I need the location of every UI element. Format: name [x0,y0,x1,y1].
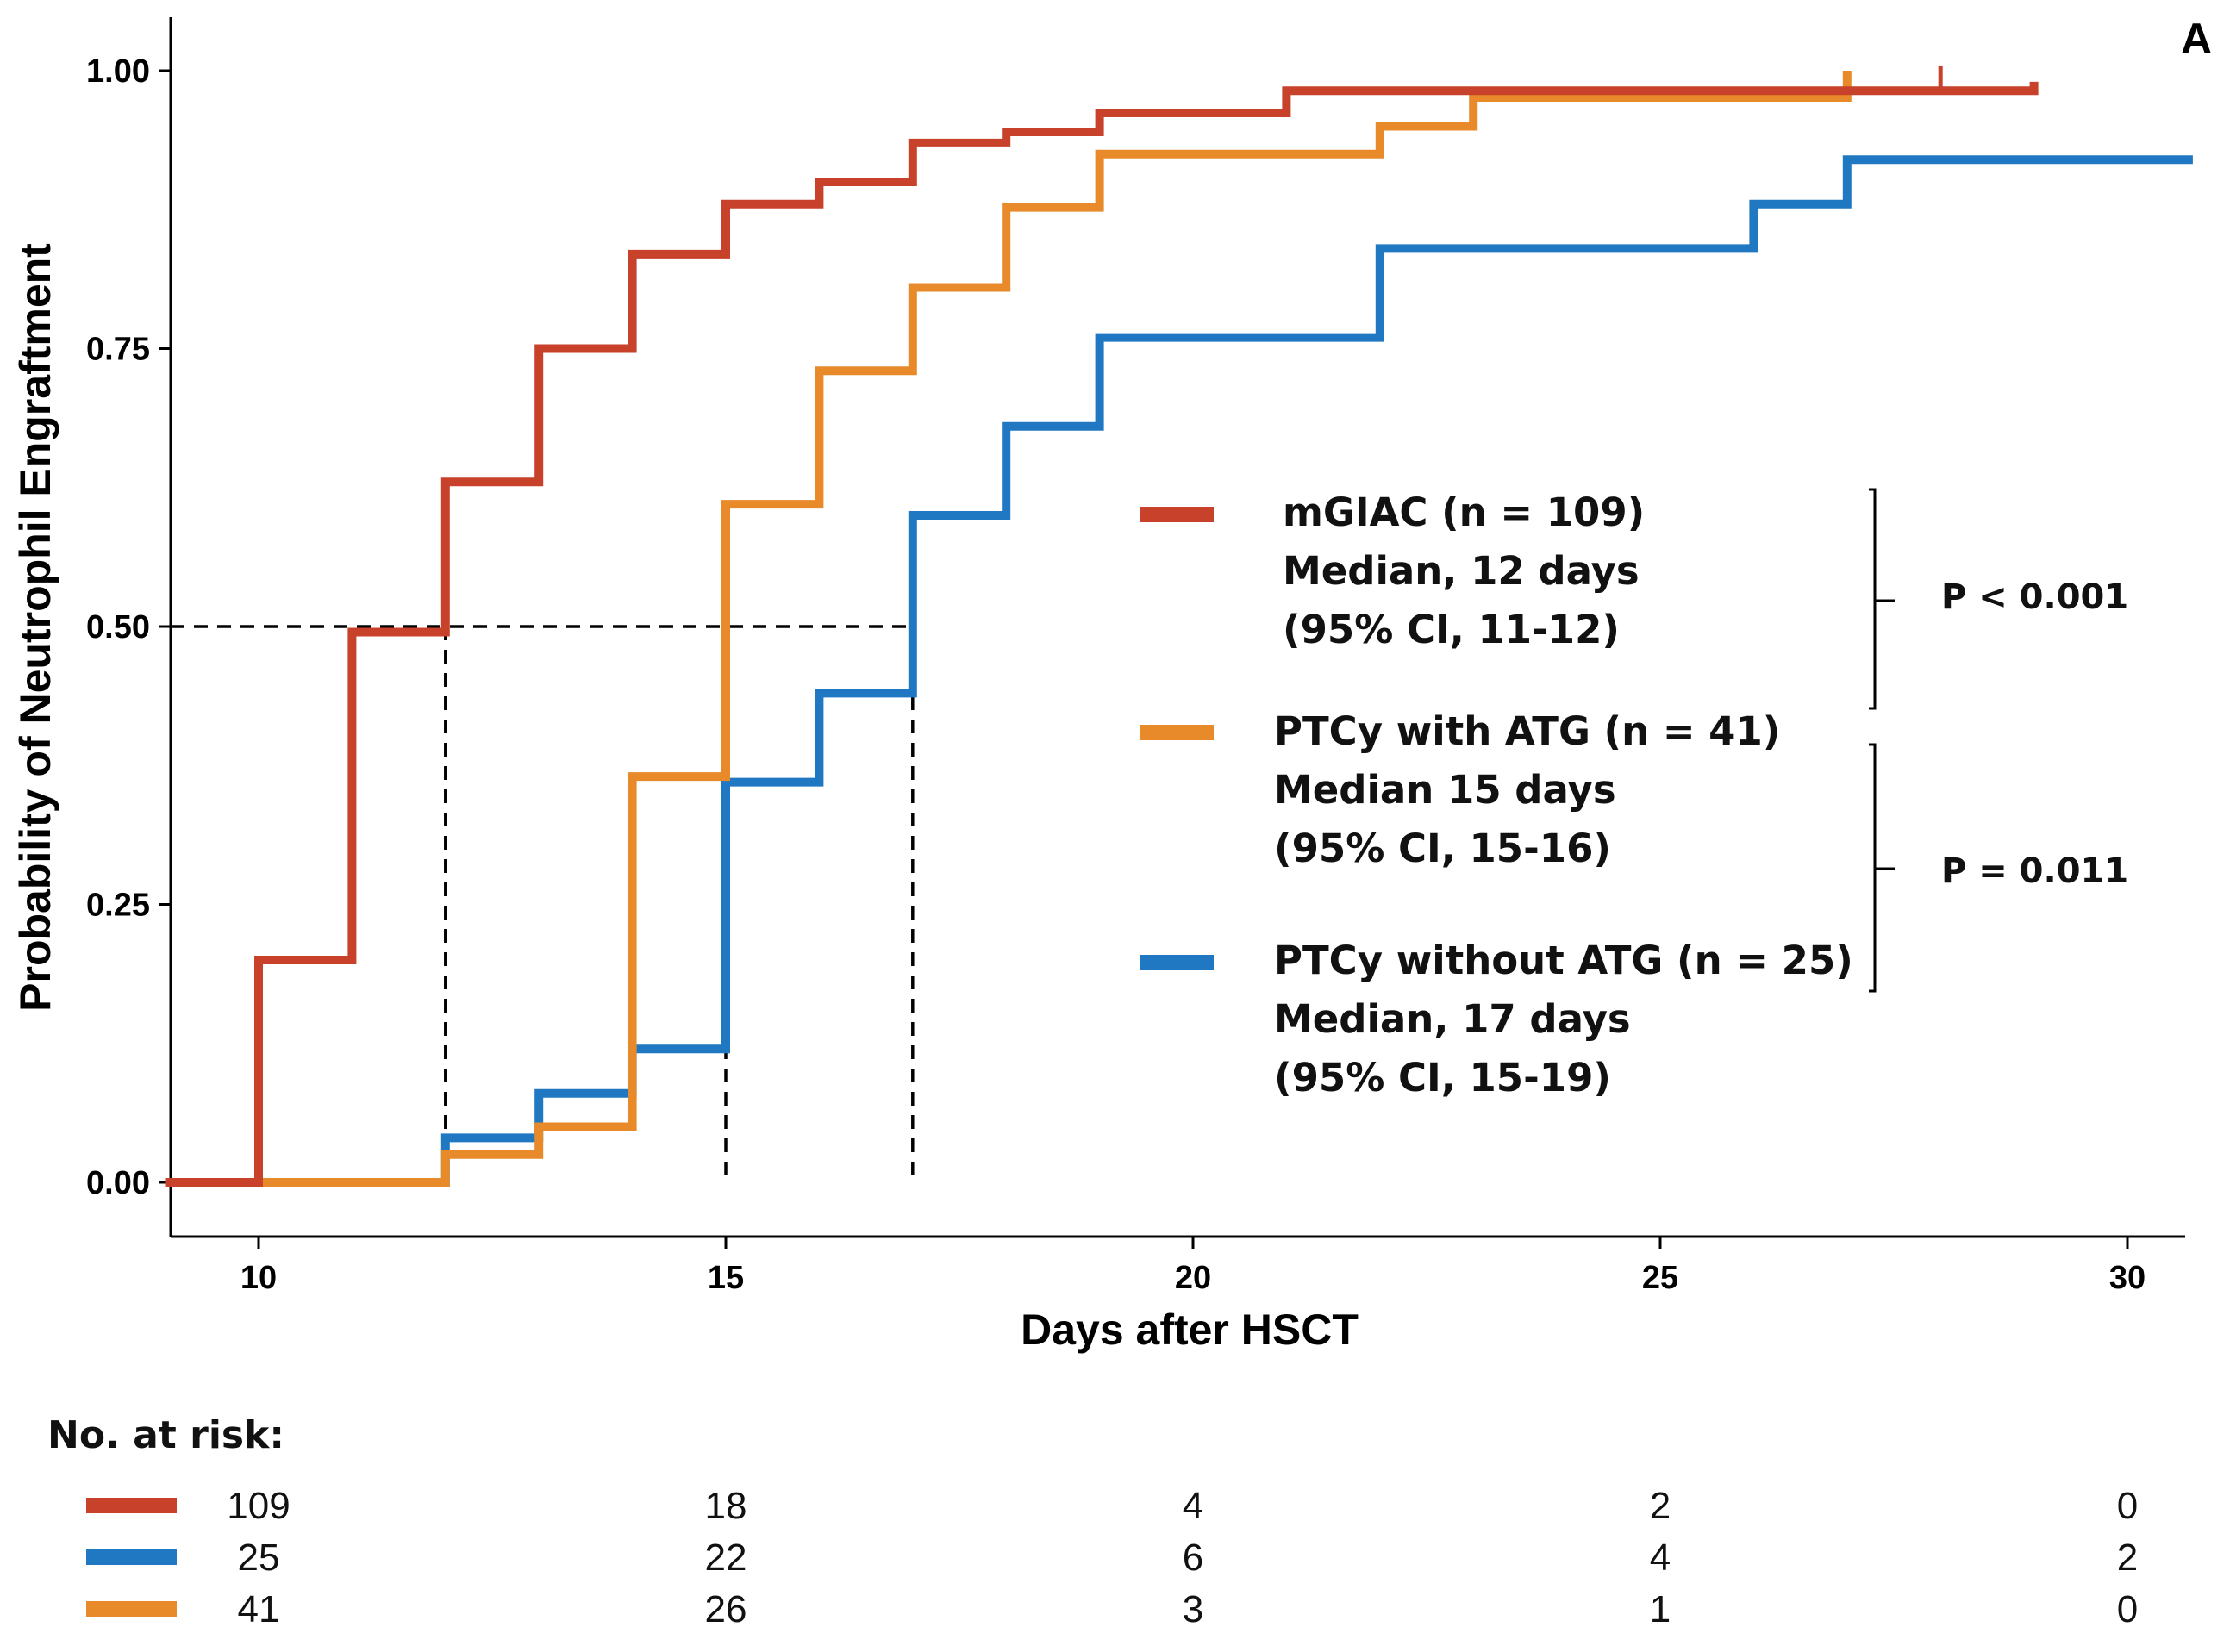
y-tick-label: 0.00 [86,1165,150,1201]
legend-text-mgiac: Median, 12 days [1283,548,1640,594]
axes [169,17,2185,1238]
legend-text-ptcy_atg: (95% CI, 15-16) [1274,826,1611,871]
x-tick-label: 20 [1175,1260,1211,1296]
panel-label: A [2181,15,2212,63]
risk-value: 25 [238,1537,280,1579]
p-value-1: P < 0.001 [1941,577,2128,617]
legend-text-mgiac: (95% CI, 11-12) [1283,607,1620,652]
risk-value: 2 [2117,1537,2138,1579]
risk-value: 41 [238,1588,280,1630]
x-axis-title: Days after HSCT [1021,1306,1359,1354]
risk-value: 1 [1650,1588,1671,1630]
y-tick-label: 0.25 [86,888,150,924]
risk-value: 6 [1183,1537,1203,1579]
risk-value: 2 [1650,1485,1671,1527]
curve-ptcy_atg [165,71,1852,1187]
y-axis-ticks: 0.00 0.25 0.50 0.75 1.00 [86,53,171,1201]
x-axis-ticks: 10 15 20 25 30 [240,1237,2146,1296]
y-tick-label: 1.00 [86,53,150,90]
curve-ptcy_no_atg [165,155,2193,1187]
risk-table-title: No. at risk: [47,1413,284,1457]
legend-text-ptcy_atg: PTCy with ATG (n = 41) [1274,708,1780,754]
curve-mgiac [165,81,2039,1187]
x-tick-label: 10 [240,1260,277,1296]
x-tick-label: 25 [1642,1260,1678,1296]
risk-value: 22 [705,1537,747,1579]
legend-text-ptcy_no_atg: Median, 17 days [1274,996,1631,1042]
survival-curves [165,65,2193,1187]
legend-text-ptcy_no_atg: PTCy without ATG (n = 25) [1274,938,1853,983]
risk-value: 109 [227,1485,290,1527]
bracket-2 [1869,743,1877,993]
risk-value: 26 [705,1588,747,1630]
bracket-1 [1869,488,1877,710]
p-value-brackets: P < 0.001 P = 0.011 [1869,488,2128,993]
y-tick-label: 0.75 [86,332,150,368]
risk-value: 18 [705,1485,747,1527]
risk-value: 4 [1183,1485,1203,1527]
legend: mGIAC (n = 109) Median, 12 days (95% CI, 1… [1140,489,1853,1100]
legend-text-mgiac: mGIAC (n = 109) [1283,489,1645,535]
risk-value: 0 [2117,1485,2138,1527]
risk-value: 4 [1650,1537,1671,1579]
legend-text-ptcy_no_atg: (95% CI, 15-19) [1274,1055,1611,1100]
median-reference-lines [171,625,915,1182]
risk-table: 109 18 4 2 0 25 22 6 4 2 41 26 3 1 0 [86,1485,2138,1630]
y-axis-title: Probability of Neutrophil Engraftment [11,243,59,1012]
p-value-2: P = 0.011 [1941,851,2128,891]
x-tick-label: 30 [2109,1260,2146,1296]
legend-text-ptcy_atg: Median 15 days [1274,767,1616,813]
x-tick-label: 15 [708,1260,744,1296]
risk-value: 0 [2117,1588,2138,1630]
y-tick-label: 0.50 [86,609,150,645]
risk-value: 3 [1183,1588,1203,1630]
